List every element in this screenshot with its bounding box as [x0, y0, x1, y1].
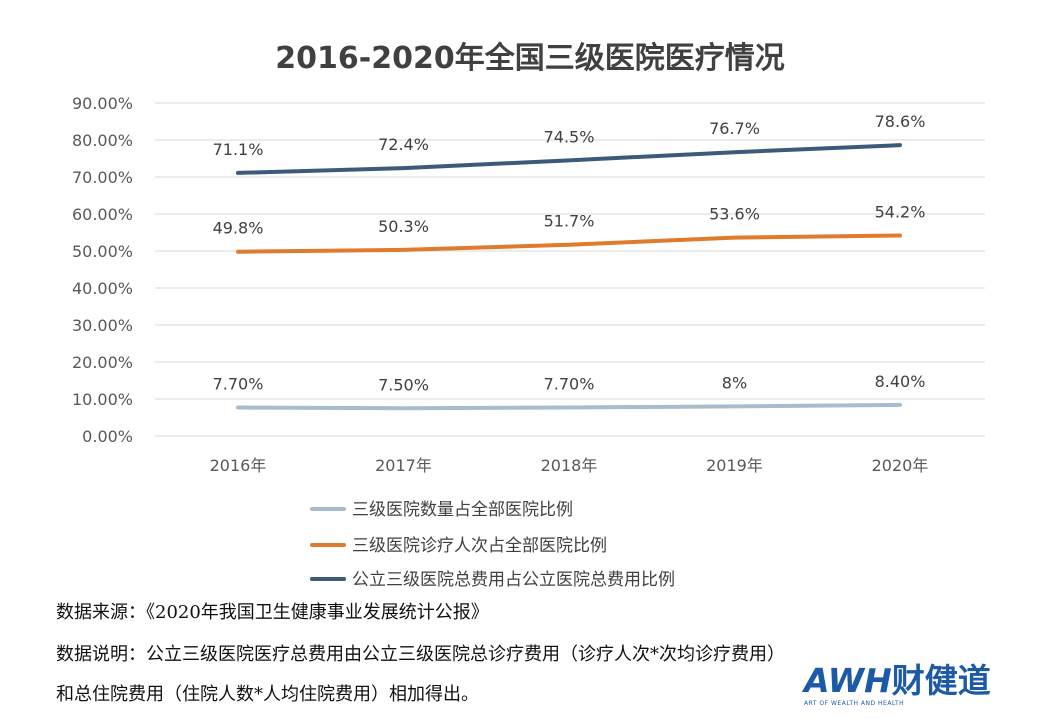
- chart-title: 2016-2020年全国三级医院医疗情况: [275, 41, 784, 76]
- data-label: 8%: [722, 373, 747, 392]
- legend-label: 三级医院数量占全部医院比例: [352, 500, 573, 520]
- y-tick-label: 0.00%: [82, 427, 133, 446]
- series-line: [236, 143, 902, 175]
- explain-note-line2: 和总住院费用（住院人数*人均住院费用）相加得出。: [56, 684, 479, 705]
- logo-cn-text: 财健道: [891, 661, 991, 700]
- x-tick-label: 2018年: [541, 456, 598, 475]
- data-labels: 7.70% 7.50% 7.70% 8% 8.40% 49.8% 50.3% 51.7% 53.…: [213, 112, 926, 394]
- data-label: 72.4%: [378, 135, 429, 154]
- y-tick-label: 90.00%: [72, 94, 133, 113]
- data-label: 78.6%: [875, 112, 926, 131]
- x-tick-label: 2016年: [210, 456, 267, 475]
- data-label: 7.70%: [213, 375, 264, 394]
- y-tick-label: 10.00%: [72, 390, 133, 409]
- y-tick-label: 20.00%: [72, 353, 133, 372]
- data-label: 53.6%: [709, 205, 760, 224]
- y-axis-ticks: 0.00% 10.00% 20.00% 30.00% 40.00% 50.00% 60.00…: [72, 94, 133, 446]
- data-label: 51.7%: [544, 212, 595, 231]
- data-label: 74.5%: [544, 127, 595, 146]
- legend-label: 三级医院诊疗人次占全部医院比例: [352, 536, 607, 556]
- data-label: 50.3%: [378, 217, 429, 236]
- series-line: [236, 233, 902, 254]
- y-tick-label: 50.00%: [72, 242, 133, 261]
- legend: 三级医院数量占全部医院比例三级医院诊疗人次占全部医院比例公立三级医院总费用占公立…: [310, 500, 675, 590]
- x-tick-label: 2019年: [706, 456, 763, 475]
- y-tick-label: 60.00%: [72, 205, 133, 224]
- y-tick-label: 80.00%: [72, 131, 133, 150]
- data-label: 8.40%: [875, 372, 926, 391]
- data-label: 54.2%: [875, 202, 926, 221]
- y-tick-label: 30.00%: [72, 316, 133, 335]
- series-lines: [236, 143, 902, 411]
- data-label: 7.50%: [378, 375, 429, 394]
- source-note: 数据来源：《2020年我国卫生健康事业发展统计公报》: [56, 602, 489, 623]
- data-label: 7.70%: [544, 375, 595, 394]
- legend-label: 公立三级医院总费用占公立医院总费用比例: [352, 570, 675, 590]
- y-tick-label: 70.00%: [72, 168, 133, 187]
- y-tick-label: 40.00%: [72, 279, 133, 298]
- x-tick-label: 2017年: [375, 456, 432, 475]
- x-axis-ticks: 2016年 2017年 2018年 2019年 2020年: [210, 456, 929, 475]
- data-label: 71.1%: [213, 140, 264, 159]
- data-label: 76.7%: [709, 119, 760, 138]
- x-tick-label: 2020年: [872, 456, 929, 475]
- explain-note-line1: 数据说明：公立三级医院医疗总费用由公立三级医院总诊疗费用（诊疗人次*次均诊疗费用…: [56, 644, 785, 665]
- line-chart: 2016-2020年全国三级医院医疗情况 0.00% 10.00% 20.00% 30…: [72, 41, 985, 590]
- awh-logo: AWH财健道 ART OF WEALTH AND HEALTH: [804, 664, 1014, 710]
- series-line: [236, 402, 902, 411]
- data-label: 49.8%: [213, 219, 264, 238]
- logo-subtitle: ART OF WEALTH AND HEALTH: [804, 700, 905, 707]
- logo-main-text: AWH: [804, 661, 892, 700]
